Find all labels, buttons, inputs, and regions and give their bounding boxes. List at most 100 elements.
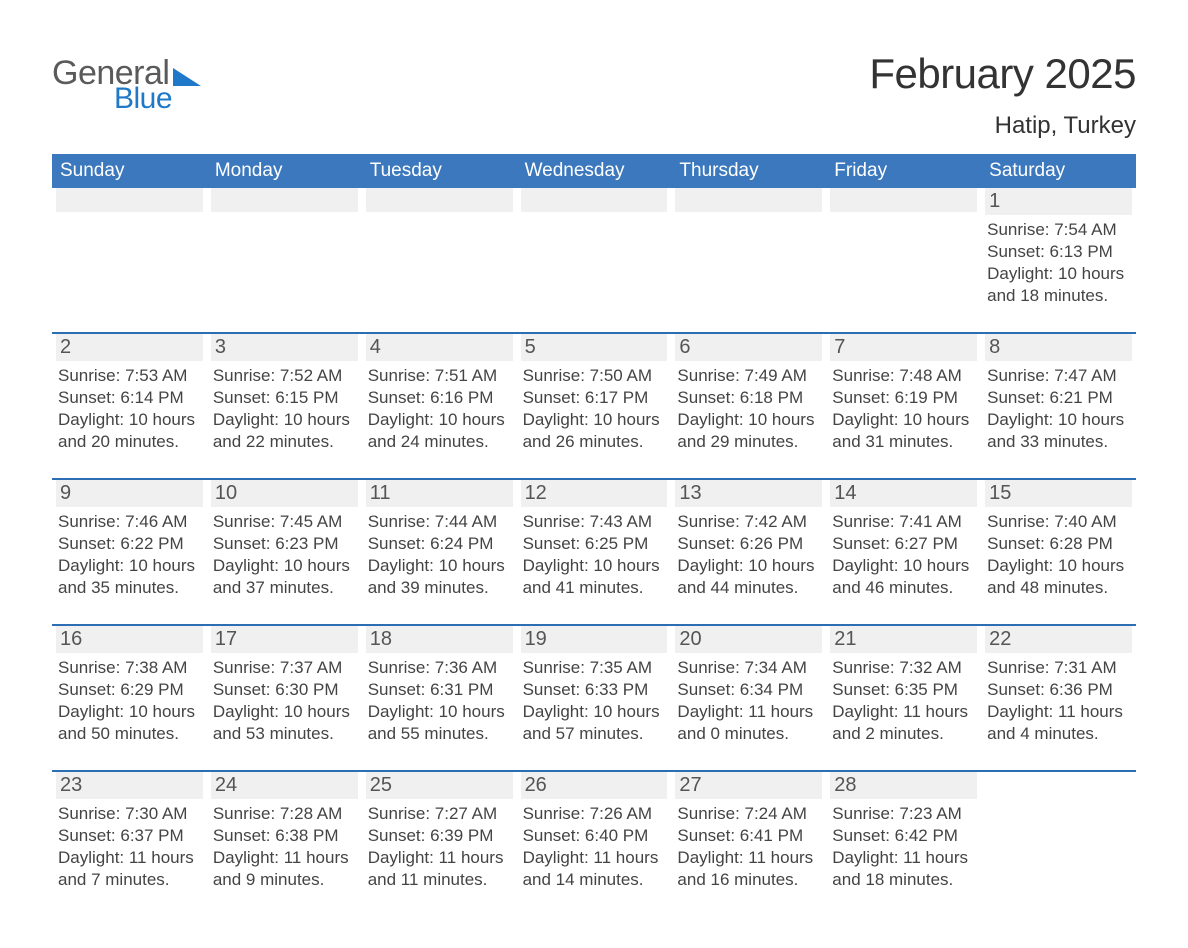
day-info: Sunrise: 7:50 AMSunset: 6:17 PMDaylight:… [521, 365, 668, 453]
sunrise-line: Sunrise: 7:30 AM [58, 803, 197, 825]
brand-logo: General Blue [52, 56, 201, 114]
day-number: 18 [366, 626, 513, 653]
daylight-line: Daylight: 11 hours and 2 minutes. [832, 701, 971, 745]
calendar-cell [671, 188, 826, 324]
calendar-cell: 21Sunrise: 7:32 AMSunset: 6:35 PMDayligh… [826, 626, 981, 762]
sunset-line: Sunset: 6:25 PM [523, 533, 662, 555]
weekday-header: Monday [207, 154, 362, 188]
day-number: 11 [366, 480, 513, 507]
day-number: 4 [366, 334, 513, 361]
sunrise-line: Sunrise: 7:44 AM [368, 511, 507, 533]
day-info: Sunrise: 7:45 AMSunset: 6:23 PMDaylight:… [211, 511, 358, 599]
sunset-line: Sunset: 6:13 PM [987, 241, 1126, 263]
sunrise-line: Sunrise: 7:38 AM [58, 657, 197, 679]
day-info: Sunrise: 7:53 AMSunset: 6:14 PMDaylight:… [56, 365, 203, 453]
day-info: Sunrise: 7:35 AMSunset: 6:33 PMDaylight:… [521, 657, 668, 745]
calendar-cell: 16 Sunrise: 7:38 AMSunset: 6:29 PMDayligh… [52, 626, 207, 762]
daylight-line: Daylight: 10 hours and 44 minutes. [677, 555, 816, 599]
sunset-line: Sunset: 6:35 PM [832, 679, 971, 701]
day-info: Sunrise: 7:37 AMSunset: 6:30 PMDaylight:… [211, 657, 358, 745]
day-info: Sunrise: 7:38 AMSunset: 6:29 PMDaylight:… [56, 657, 203, 745]
daylight-line: Daylight: 10 hours and 55 minutes. [368, 701, 507, 745]
sunset-line: Sunset: 6:22 PM [58, 533, 197, 555]
daylight-line: Daylight: 10 hours and 48 minutes. [987, 555, 1126, 599]
calendar-week: 16 Sunrise: 7:38 AMSunset: 6:29 PMDayligh… [52, 624, 1136, 762]
sunset-line: Sunset: 6:27 PM [832, 533, 971, 555]
day-info: Sunrise: 7:31 AMSunset: 6:36 PMDaylight:… [985, 657, 1132, 745]
day-info: Sunrise: 7:44 AMSunset: 6:24 PMDaylight:… [366, 511, 513, 599]
weekday-header: Wednesday [517, 154, 672, 188]
sunset-line: Sunset: 6:33 PM [523, 679, 662, 701]
calendar-cell: 12Sunrise: 7:43 AMSunset: 6:25 PMDayligh… [517, 480, 672, 616]
calendar-cell: 7Sunrise: 7:48 AMSunset: 6:19 PMDaylight… [826, 334, 981, 470]
logo-text-blue: Blue [114, 84, 201, 114]
day-info: Sunrise: 7:36 AMSunset: 6:31 PMDaylight:… [366, 657, 513, 745]
calendar-cell: 3Sunrise: 7:52 AMSunset: 6:15 PMDaylight… [207, 334, 362, 470]
day-number: 15 [985, 480, 1132, 507]
sunset-line: Sunset: 6:21 PM [987, 387, 1126, 409]
daylight-line: Daylight: 11 hours and 14 minutes. [523, 847, 662, 891]
calendar-cell: 6Sunrise: 7:49 AMSunset: 6:18 PMDaylight… [671, 334, 826, 470]
day-info: Sunrise: 7:41 AMSunset: 6:27 PMDaylight:… [830, 511, 977, 599]
day-number: 16 [56, 626, 203, 653]
day-number [521, 188, 668, 212]
calendar-cell: 11 Sunrise: 7:44 AMSunset: 6:24 PMDayligh… [362, 480, 517, 616]
calendar-week: 9 Sunrise: 7:46 AMSunset: 6:22 PM Daylight… [52, 478, 1136, 616]
sunrise-line: Sunrise: 7:32 AM [832, 657, 971, 679]
sunrise-line: Sunrise: 7:46 AM [58, 511, 197, 533]
sunrise-line: Sunrise: 7:28 AM [213, 803, 352, 825]
location-subtitle: Hatip, Turkey [869, 112, 1136, 140]
day-number: 2 [56, 334, 203, 361]
weekday-header: Sunday [52, 154, 207, 188]
day-number [366, 188, 513, 212]
day-number [211, 188, 358, 212]
calendar-cell: 23 Sunrise: 7:30 AMSunset: 6:37 PMDayligh… [52, 772, 207, 908]
weekday-header: Tuesday [362, 154, 517, 188]
sunset-line: Sunset: 6:37 PM [58, 825, 197, 847]
sunrise-line: Sunrise: 7:24 AM [677, 803, 816, 825]
calendar-week: 2 Sunrise: 7:53 AMSunset: 6:14 PMDaylight… [52, 332, 1136, 470]
day-number: 9 [56, 480, 203, 507]
sunset-line: Sunset: 6:24 PM [368, 533, 507, 555]
day-number: 13 [675, 480, 822, 507]
day-number: 7 [830, 334, 977, 361]
sunset-line: Sunset: 6:38 PM [213, 825, 352, 847]
calendar-cell [362, 188, 517, 324]
day-number: 23 [56, 772, 203, 799]
day-info: Sunrise: 7:30 AMSunset: 6:37 PMDaylight:… [56, 803, 203, 891]
day-number: 3 [211, 334, 358, 361]
daylight-line: Daylight: 10 hours and 53 minutes. [213, 701, 352, 745]
sunset-line: Sunset: 6:30 PM [213, 679, 352, 701]
calendar-cell [207, 188, 362, 324]
calendar-cell: 10 Sunrise: 7:45 AMSunset: 6:23 PMDayligh… [207, 480, 362, 616]
sunset-line: Sunset: 6:17 PM [523, 387, 662, 409]
day-number: 10 [211, 480, 358, 507]
calendar: Sunday Monday Tuesday Wednesday Thursday… [52, 154, 1136, 908]
day-info: Sunrise: 7:47 AMSunset: 6:21 PMDaylight:… [985, 365, 1132, 453]
calendar-cell: 28Sunrise: 7:23 AMSunset: 6:42 PMDayligh… [826, 772, 981, 908]
daylight-line: Daylight: 11 hours and 9 minutes. [213, 847, 352, 891]
sunrise-line: Sunrise: 7:50 AM [523, 365, 662, 387]
sunrise-line: Sunrise: 7:40 AM [987, 511, 1126, 533]
sunrise-line: Sunrise: 7:54 AM [987, 219, 1126, 241]
title-block: February 2025 Hatip, Turkey [869, 50, 1136, 140]
sunset-line: Sunset: 6:26 PM [677, 533, 816, 555]
day-number: 19 [521, 626, 668, 653]
sunset-line: Sunset: 6:36 PM [987, 679, 1126, 701]
daylight-line: Daylight: 10 hours and 20 minutes. [58, 409, 197, 453]
calendar-cell: 8Sunrise: 7:47 AMSunset: 6:21 PMDaylight… [981, 334, 1136, 470]
day-info: Sunrise: 7:40 AMSunset: 6:28 PMDaylight:… [985, 511, 1132, 599]
calendar-cell [517, 188, 672, 324]
sunset-line: Sunset: 6:31 PM [368, 679, 507, 701]
sunrise-line: Sunrise: 7:43 AM [523, 511, 662, 533]
day-number: 6 [675, 334, 822, 361]
day-number: 26 [521, 772, 668, 799]
header-row: General Blue February 2025 Hatip, Turkey [52, 50, 1136, 140]
sunrise-line: Sunrise: 7:41 AM [832, 511, 971, 533]
sunrise-line: Sunrise: 7:34 AM [677, 657, 816, 679]
daylight-line: Daylight: 10 hours and 37 minutes. [213, 555, 352, 599]
sunrise-line: Sunrise: 7:47 AM [987, 365, 1126, 387]
calendar-cell [52, 188, 207, 324]
day-info: Sunrise: 7:24 AMSunset: 6:41 PMDaylight:… [675, 803, 822, 891]
day-number: 17 [211, 626, 358, 653]
